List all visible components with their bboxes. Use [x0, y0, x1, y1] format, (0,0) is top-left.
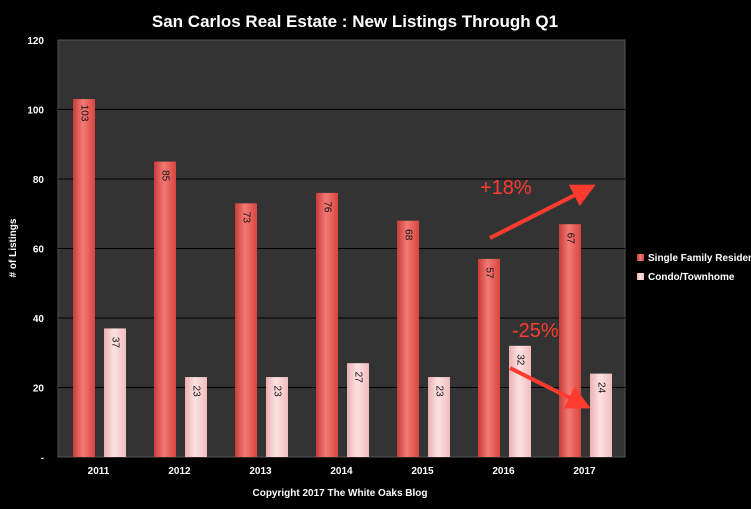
y-tick-label: 100 — [27, 106, 44, 117]
chart-title: San Carlos Real Estate : New Listings Th… — [152, 12, 558, 31]
bar — [347, 363, 369, 457]
legend-label-single-family: Single Family Residence — [648, 253, 751, 264]
bar — [266, 377, 288, 457]
bar — [559, 224, 581, 457]
data-label: 73 — [240, 212, 251, 224]
data-label: 32 — [514, 354, 525, 366]
legend: Single Family Residence Condo/Townhome — [637, 253, 751, 283]
data-label: 103 — [78, 105, 89, 122]
y-axis-ticks: - 20 40 60 80 100 120 — [27, 36, 44, 464]
x-axis-title: Copyright 2017 The White Oaks Blog — [252, 488, 427, 499]
x-tick-label: 2012 — [168, 466, 191, 477]
legend-label-condo: Condo/Townhome — [648, 272, 735, 283]
x-tick-label: 2017 — [573, 466, 596, 477]
data-label: 76 — [321, 201, 332, 213]
y-tick-label: 40 — [33, 314, 45, 325]
bar — [590, 373, 612, 457]
x-tick-label: 2013 — [249, 466, 272, 477]
data-label: 68 — [402, 229, 413, 241]
annotation-down-text: -25% — [512, 320, 559, 342]
bar — [154, 161, 176, 457]
bar — [316, 192, 338, 457]
data-label: 23 — [271, 386, 282, 398]
data-label: 67 — [564, 233, 575, 245]
bar — [185, 377, 207, 457]
y-axis-title: # of Listings — [8, 218, 19, 277]
data-label: 27 — [352, 372, 363, 384]
x-tick-label: 2011 — [88, 466, 110, 477]
y-tick-label: 60 — [33, 245, 45, 256]
y-tick-label: 80 — [33, 175, 45, 186]
data-label: 57 — [483, 267, 494, 279]
x-axis-ticks: 2011 2012 2013 2014 2015 2016 2017 — [88, 466, 596, 477]
data-labels: 103 37 85 23 73 23 76 27 68 23 57 32 67 24 — [78, 105, 606, 397]
data-label: 85 — [159, 170, 170, 182]
bar — [73, 99, 95, 457]
y-tick-label: 20 — [33, 384, 45, 395]
bar — [478, 258, 500, 457]
annotation-up: +18% — [480, 177, 596, 240]
y-tick-label: - — [41, 453, 44, 464]
x-tick-label: 2014 — [330, 466, 353, 477]
arrow-down-icon — [509, 366, 591, 409]
x-tick-label: 2016 — [492, 466, 515, 477]
bar — [235, 203, 257, 457]
bar — [104, 328, 126, 457]
y-tick-label: 120 — [27, 36, 44, 47]
data-label: 23 — [433, 386, 444, 398]
legend-swatch-condo — [637, 273, 644, 280]
data-label: 23 — [190, 386, 201, 398]
legend-swatch-single-family — [637, 254, 644, 261]
bar — [397, 220, 419, 457]
data-label: 24 — [595, 382, 606, 394]
arrow-up-icon — [489, 184, 596, 240]
bar — [428, 377, 450, 457]
annotation-up-text: +18% — [480, 177, 532, 199]
data-label: 37 — [109, 337, 120, 349]
annotation-down: -25% — [509, 320, 591, 409]
x-tick-label: 2015 — [411, 466, 434, 477]
